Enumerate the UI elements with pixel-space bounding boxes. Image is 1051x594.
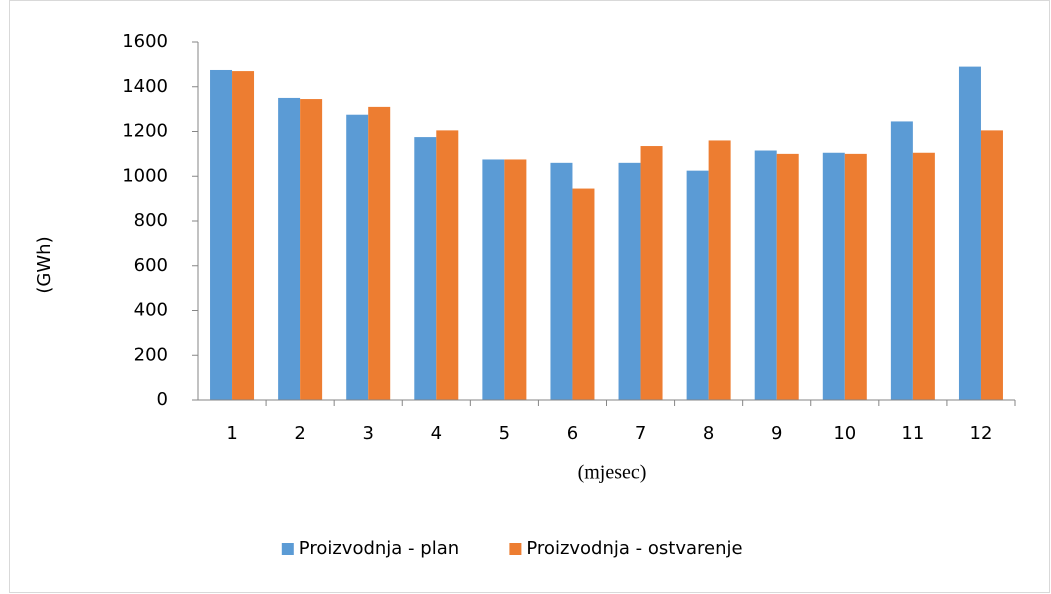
bar [822, 152, 845, 400]
legend-label: Proizvodnja - plan [299, 538, 459, 559]
y-tick-label: 1400 [122, 76, 168, 97]
bar [346, 114, 369, 400]
y-tick-label: 800 [134, 210, 168, 231]
bar [640, 146, 663, 400]
bar [278, 97, 301, 400]
bar [368, 106, 391, 400]
x-tick-label: 4 [431, 423, 442, 444]
bar [300, 99, 323, 401]
bar [436, 130, 459, 400]
bar [776, 153, 799, 400]
bar [504, 159, 527, 400]
y-tick-label: 600 [134, 255, 168, 276]
y-axis-label: (GWh) [34, 236, 55, 293]
chart-border [9, 0, 1050, 593]
x-tick-label: 9 [771, 423, 782, 444]
legend-swatch [509, 543, 522, 555]
y-tick-label: 400 [134, 300, 168, 321]
y-tick-label: 0 [157, 389, 168, 410]
bar [550, 162, 573, 400]
legend-label: Proizvodnja - ostvarenje [526, 538, 742, 559]
y-tick-label: 1000 [122, 165, 168, 186]
legend-swatch [281, 543, 294, 555]
x-tick-label: 6 [567, 423, 578, 444]
bar [958, 66, 981, 401]
bar [912, 152, 935, 400]
x-tick-label: 10 [833, 423, 856, 444]
x-tick-label: 7 [635, 423, 646, 444]
x-tick-label: 2 [294, 423, 305, 444]
y-tick-label: 200 [134, 344, 168, 365]
x-tick-label: 11 [901, 423, 924, 444]
x-tick-label: 1 [226, 423, 237, 444]
x-tick-label: 12 [970, 423, 993, 444]
y-tick-label: 1200 [122, 121, 168, 142]
x-tick-label: 3 [362, 423, 373, 444]
bar [618, 162, 641, 400]
x-tick-label: 5 [499, 423, 510, 444]
bar [572, 188, 595, 400]
bar [844, 153, 867, 400]
bar [686, 170, 709, 400]
x-axis-label: (mjesec) [578, 462, 647, 484]
bar [482, 159, 505, 400]
bar [890, 121, 913, 401]
bar [232, 71, 255, 401]
bar [414, 137, 437, 400]
bar [754, 150, 777, 400]
bar [210, 69, 233, 400]
y-tick-label: 1600 [122, 31, 168, 52]
bar [980, 130, 1003, 400]
x-tick-label: 8 [703, 423, 714, 444]
bar [708, 140, 731, 400]
